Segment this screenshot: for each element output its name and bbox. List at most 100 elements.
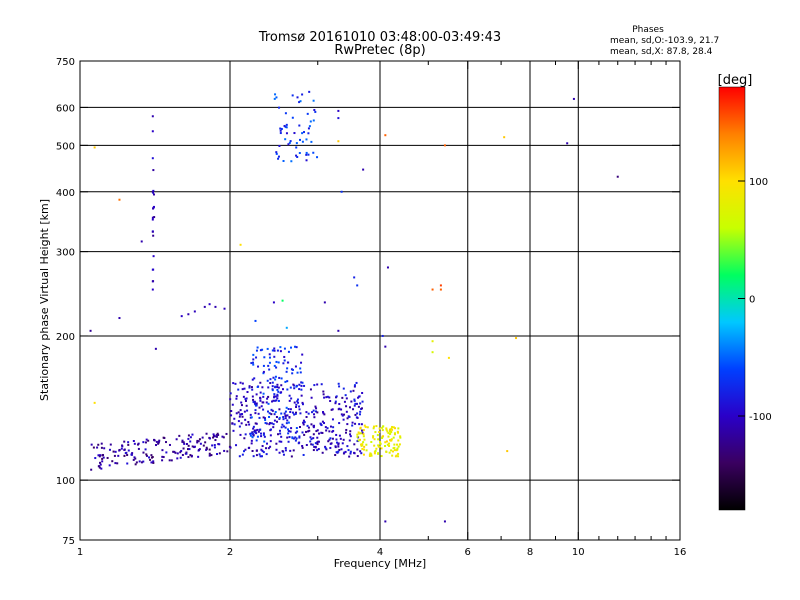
data-point: [384, 441, 387, 444]
data-point: [295, 427, 298, 430]
data-point: [307, 127, 310, 130]
data-point: [187, 448, 190, 451]
data-point: [308, 429, 311, 432]
data-point: [242, 395, 245, 398]
data-point: [353, 276, 356, 279]
data-point: [292, 437, 295, 440]
data-point: [390, 430, 393, 433]
data-point: [393, 432, 396, 435]
data-point: [284, 426, 287, 429]
data-point: [235, 412, 238, 415]
data-point: [123, 448, 126, 451]
data-point: [154, 347, 157, 350]
data-point: [316, 429, 319, 432]
data-point: [300, 361, 303, 364]
data-point: [360, 407, 363, 410]
data-point: [323, 396, 326, 399]
data-point: [310, 140, 313, 143]
data-point: [280, 384, 283, 387]
data-point: [135, 461, 138, 464]
data-point: [317, 448, 320, 451]
data-point: [132, 440, 135, 442]
data-point: [214, 305, 217, 308]
data-point: [337, 382, 340, 385]
data-point: [244, 448, 247, 451]
data-point: [274, 93, 277, 96]
y-tick-label: 100: [56, 476, 75, 487]
data-point: [316, 411, 319, 414]
data-point: [208, 454, 211, 457]
data-point: [282, 416, 285, 419]
data-point: [329, 442, 332, 445]
data-point: [275, 442, 278, 445]
data-point: [390, 449, 393, 452]
data-point: [331, 430, 334, 433]
data-point: [503, 136, 506, 139]
data-point: [241, 413, 244, 416]
data-point: [232, 382, 235, 385]
data-point: [250, 442, 253, 445]
data-point: [101, 454, 104, 457]
data-point: [214, 439, 217, 442]
data-point: [282, 159, 285, 162]
data-point: [252, 358, 255, 361]
data-point: [289, 408, 292, 411]
data-point: [260, 432, 262, 435]
data-point: [326, 427, 329, 430]
data-point: [193, 445, 196, 448]
data-point: [338, 422, 341, 425]
data-point: [261, 445, 264, 448]
data-point: [305, 411, 308, 414]
data-point: [189, 436, 192, 439]
data-point: [361, 429, 364, 432]
data-point: [151, 268, 154, 271]
data-point: [292, 383, 295, 386]
data-point: [274, 378, 277, 381]
data-point: [325, 448, 328, 451]
data-point: [338, 434, 341, 437]
data-point: [131, 452, 134, 455]
data-point: [394, 427, 397, 430]
data-point: [366, 426, 369, 429]
data-point: [202, 444, 205, 447]
data-point: [377, 438, 380, 441]
data-point: [384, 445, 387, 447]
data-point: [271, 381, 274, 384]
data-point: [288, 436, 291, 439]
data-point: [253, 401, 256, 404]
data-point: [342, 438, 345, 441]
data-point: [273, 97, 276, 100]
colorbar-ticks: 100 0 -100: [738, 177, 772, 423]
data-point: [243, 387, 246, 390]
y-tick-label: 300: [56, 248, 75, 259]
x-tick-label: 4: [377, 547, 383, 558]
data-point: [211, 444, 214, 447]
data-point: [312, 151, 315, 154]
data-point: [298, 152, 301, 155]
data-point: [185, 451, 188, 454]
data-point: [284, 417, 287, 420]
data-point: [280, 435, 283, 438]
data-point: [208, 437, 211, 440]
data-point: [296, 430, 299, 433]
data-point: [137, 447, 140, 450]
data-point: [254, 412, 257, 415]
data-point: [260, 435, 263, 438]
data-point: [203, 305, 206, 308]
data-point: [372, 435, 375, 438]
data-point: [217, 433, 220, 436]
data-point: [127, 441, 130, 444]
data-point: [362, 435, 365, 438]
data-point: [252, 363, 255, 366]
data-point: [287, 432, 290, 435]
data-point: [235, 444, 238, 447]
data-point: [284, 415, 287, 418]
data-point: [274, 385, 277, 388]
plot-area: 1 2 4 6 8 10 16 75 100 200 300 400 500 600 750: [56, 57, 686, 558]
data-point: [308, 90, 311, 93]
data-point: [258, 406, 261, 409]
data-point: [286, 419, 289, 422]
data-point: [287, 350, 290, 353]
data-point: [359, 426, 362, 429]
